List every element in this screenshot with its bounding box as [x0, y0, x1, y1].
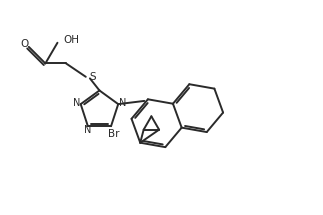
Text: OH: OH: [63, 35, 79, 45]
Text: Br: Br: [108, 129, 119, 139]
Text: N: N: [84, 125, 91, 135]
Text: S: S: [89, 72, 96, 82]
Text: N: N: [73, 98, 80, 108]
Text: O: O: [20, 39, 28, 49]
Text: N: N: [119, 98, 126, 108]
